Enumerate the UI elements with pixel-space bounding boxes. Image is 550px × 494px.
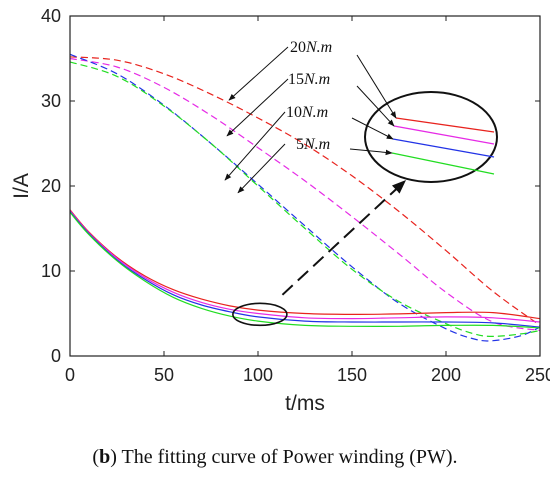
series-line-dashed-10nm — [69, 53, 541, 342]
x-tick-label: 150 — [337, 365, 367, 385]
x-tick-label: 200 — [431, 365, 461, 385]
caption-text: ) The fitting curve of Power winding (PW… — [110, 446, 458, 468]
annotation-arrow-20nm — [228, 46, 289, 101]
y-tick-label: 40 — [41, 6, 61, 26]
y-tick-label: 20 — [41, 176, 61, 196]
y-tick-label: 10 — [41, 261, 61, 281]
series-line-dashed-5nm — [69, 61, 541, 338]
zoom-line-15nm — [393, 125, 495, 145]
series-line-solid-20nm — [69, 209, 541, 320]
y-tick-label: 30 — [41, 91, 61, 111]
annotation-label-10nm: 10N.m — [286, 104, 328, 121]
annotation-arrow-10nm — [224, 111, 286, 181]
y-axis-title: I/A — [10, 173, 33, 199]
highlight-ellipse-small — [232, 302, 288, 327]
figure-caption: (b) The fitting curve of Power winding (… — [10, 446, 540, 469]
zoom-line-20nm — [395, 117, 495, 133]
series-line-dashed-20nm — [69, 56, 541, 326]
annotation-pointer-20nm — [356, 54, 397, 119]
annotation-pointer-15nm — [356, 85, 395, 127]
x-axis-title: t/ms — [285, 392, 325, 415]
plot-frame — [69, 15, 541, 357]
ticks-layer: 0 50 100 150 200 250 0 10 20 30 40 — [41, 6, 550, 385]
annotation-label-5nm: 5N.m — [296, 136, 330, 153]
annotation-pointer-10nm — [351, 117, 394, 140]
y-tick-label: 0 — [51, 346, 61, 366]
zoom-arrow — [281, 180, 407, 296]
annotation-layer: 20N.m 15N.m 10N.m 5N.m — [224, 39, 498, 327]
annotation-label-15nm: 15N.m — [288, 71, 330, 88]
x-tick-label: 100 — [243, 365, 273, 385]
annotation-arrow-5nm — [237, 143, 286, 194]
series-layer — [69, 53, 541, 342]
zoom-line-5nm — [391, 152, 495, 175]
annotation-arrow-15nm — [226, 78, 289, 137]
fitting-curve-chart: 0 50 100 150 200 250 0 10 20 30 40 t/ms I/A 20N.m 1… — [10, 6, 550, 415]
zoom-line-10nm — [392, 138, 495, 158]
series-line-dashed-15nm — [69, 57, 541, 332]
annotation-pointer-5nm — [349, 148, 393, 156]
caption-prefix: ( — [92, 446, 100, 468]
series-line-solid-15nm — [69, 210, 541, 323]
series-line-solid-5nm — [69, 211, 541, 329]
annotation-label-20nm: 20N.m — [290, 39, 332, 56]
x-tick-label: 50 — [154, 365, 174, 385]
x-tick-label: 250 — [525, 365, 550, 385]
zoom-ellipse — [364, 91, 498, 183]
x-tick-label: 0 — [65, 365, 75, 385]
series-line-solid-10nm — [69, 211, 541, 328]
caption-letter: b — [99, 446, 111, 468]
